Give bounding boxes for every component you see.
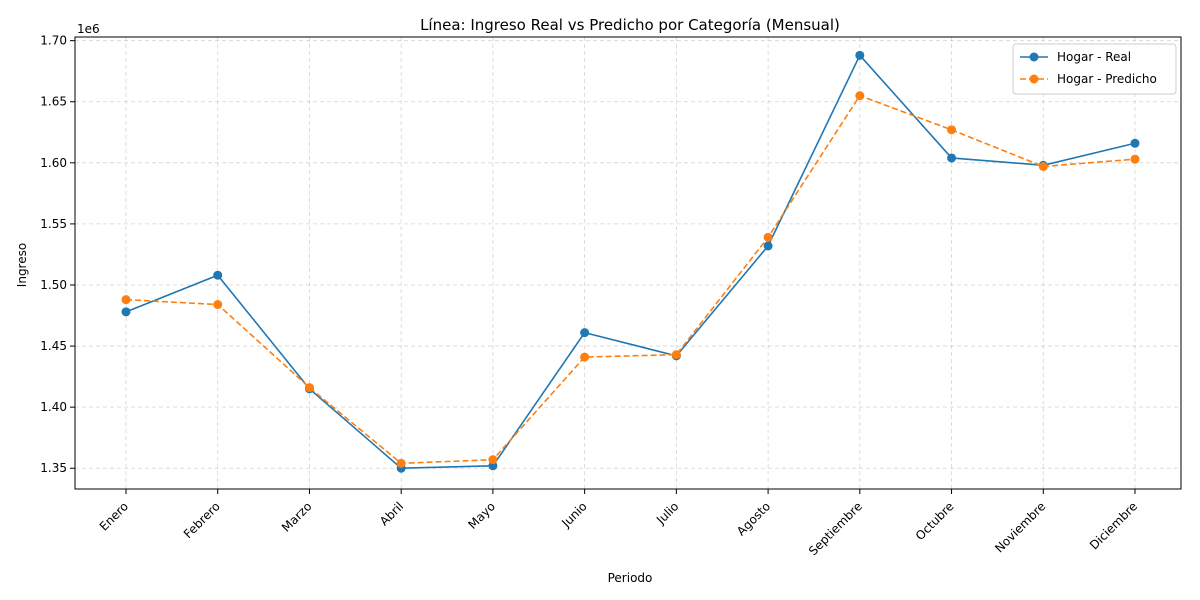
x-tick-label: Enero bbox=[97, 499, 131, 533]
y-tick-label: 1.50 bbox=[40, 278, 67, 292]
data-point bbox=[855, 91, 865, 101]
y-tick-label: 1.70 bbox=[40, 34, 67, 48]
y-tick-label: 1.60 bbox=[40, 156, 67, 170]
data-point bbox=[580, 352, 590, 362]
x-tick-label: Octubre bbox=[913, 499, 957, 543]
data-point bbox=[947, 153, 957, 163]
grid bbox=[75, 37, 1181, 489]
y-tick-label: 1.40 bbox=[40, 400, 67, 414]
legend: Hogar - Real Hogar - Predicho bbox=[1012, 43, 1177, 95]
y-tick-label: 1.65 bbox=[40, 95, 67, 109]
x-tick-label: Mayo bbox=[465, 499, 498, 532]
y-offset-label: 1e6 bbox=[77, 22, 100, 36]
data-point bbox=[671, 350, 681, 360]
y-axis-title: Ingreso bbox=[15, 243, 29, 287]
legend-items: Hogar - Real Hogar - Predicho bbox=[1020, 50, 1157, 86]
data-point bbox=[855, 50, 865, 60]
data-point bbox=[488, 455, 498, 465]
x-tick-label: Diciembre bbox=[1087, 499, 1140, 552]
data-point bbox=[763, 241, 773, 251]
x-tick-label: Febrero bbox=[181, 499, 223, 541]
series-line bbox=[125, 94, 1136, 465]
legend-label: Hogar - Predicho bbox=[1057, 72, 1157, 86]
data-point bbox=[1130, 138, 1140, 148]
series-1 bbox=[121, 91, 1140, 468]
data-point bbox=[580, 328, 590, 338]
legend-label: Hogar - Real bbox=[1057, 50, 1131, 64]
data-point bbox=[1130, 154, 1140, 164]
x-tick-label: Junio bbox=[558, 499, 589, 530]
x-tick-label: Julio bbox=[653, 499, 681, 527]
data-point bbox=[1038, 161, 1048, 171]
data-point bbox=[763, 232, 773, 242]
x-tick-label: Abril bbox=[377, 499, 406, 528]
x-tick-label: Agosto bbox=[734, 499, 773, 538]
data-point bbox=[304, 383, 314, 393]
legend-swatch-marker bbox=[1029, 74, 1039, 84]
legend-frame bbox=[1012, 43, 1177, 95]
x-axis-ticks: Enero Febrero Marzo Abril Mayo Junio Julio Agos… bbox=[97, 489, 1140, 558]
y-tick-label: 1.45 bbox=[40, 339, 67, 353]
y-axis-ticks: 1.35 1.40 1.45 1.50 1.55 1.60 1.65 1.70 bbox=[40, 34, 75, 475]
data-point bbox=[213, 270, 223, 280]
chart-title: Línea: Ingreso Real vs Predicho por Cate… bbox=[420, 16, 840, 34]
x-tick-label: Noviembre bbox=[992, 499, 1048, 555]
y-tick-label: 1.35 bbox=[40, 461, 67, 475]
y-tick-label: 1.55 bbox=[40, 217, 67, 231]
legend-swatch-marker bbox=[1029, 52, 1039, 62]
plot-frame bbox=[74, 36, 1182, 490]
data-point bbox=[213, 300, 223, 310]
x-tick-label: Marzo bbox=[279, 499, 315, 535]
data-point bbox=[396, 458, 406, 468]
data-point bbox=[121, 295, 131, 305]
series-line bbox=[125, 53, 1136, 470]
data-point bbox=[947, 125, 957, 135]
series-0 bbox=[121, 50, 1140, 473]
series-layer bbox=[121, 50, 1140, 473]
x-tick-label: Septiembre bbox=[806, 499, 865, 558]
data-point bbox=[121, 307, 131, 317]
x-axis-title: Periodo bbox=[608, 571, 653, 585]
